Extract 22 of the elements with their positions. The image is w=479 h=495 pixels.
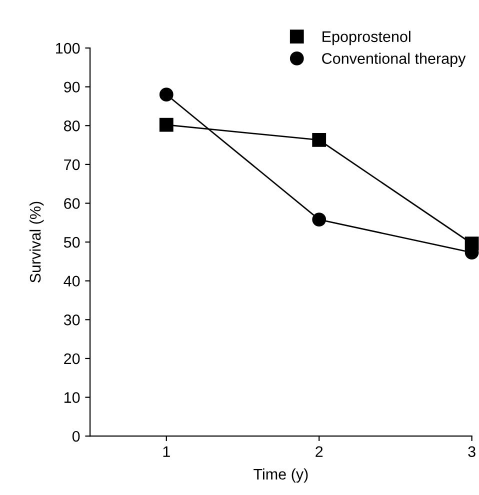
point: [159, 118, 174, 132]
x-axis-title: Time (y): [254, 468, 308, 483]
y-tick-label: 30: [64, 314, 80, 326]
y-tick-label: 80: [64, 120, 80, 132]
y-tick-label: 20: [64, 353, 80, 364]
y-tick-label: 0: [72, 430, 80, 442]
y-tick-label: 70: [64, 159, 80, 170]
point: [312, 212, 326, 226]
y-tick-label: 50: [64, 236, 80, 248]
y-tick-label: 90: [64, 82, 80, 93]
y-tick-label: 10: [64, 392, 80, 403]
point: [159, 88, 174, 102]
x-tick-label: 1: [163, 446, 170, 457]
x-tick-label: 2: [316, 446, 323, 457]
point: [312, 133, 326, 147]
y-tick-label: 100: [56, 42, 80, 54]
y-tick-label: 40: [64, 276, 80, 287]
legend-label: Conventional therapy: [322, 52, 466, 67]
x-tick-label: 3: [468, 446, 476, 458]
y-axis-title: Survival (%): [29, 202, 44, 283]
legend-label: Epoprostenol: [322, 30, 410, 46]
y-tick-label: 60: [64, 198, 80, 209]
